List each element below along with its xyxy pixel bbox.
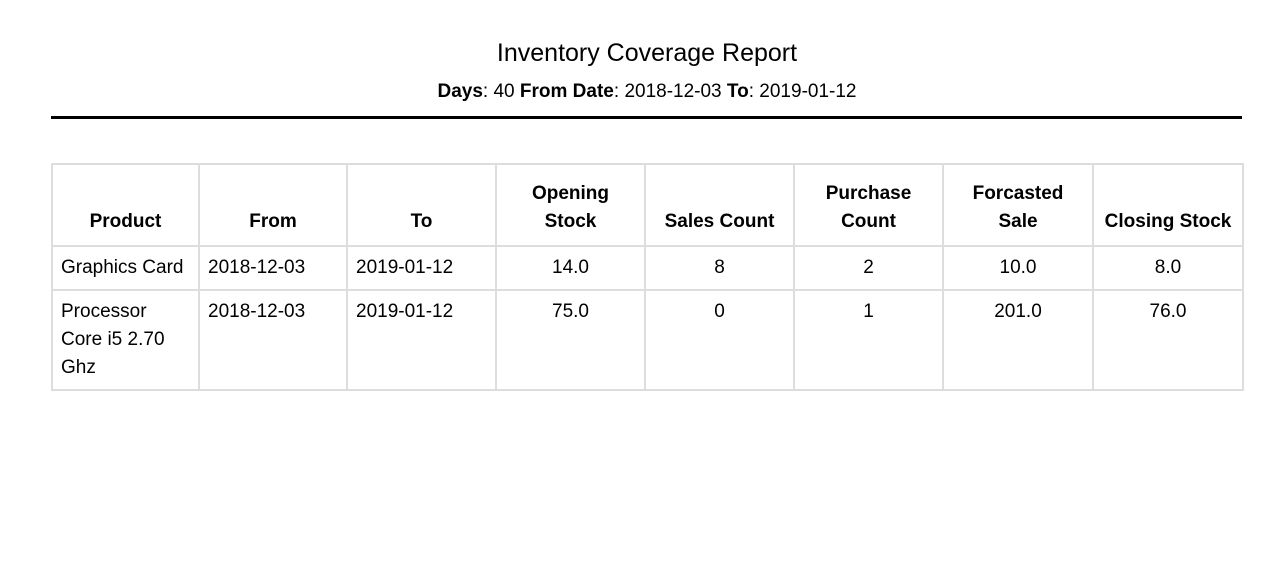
from-date-value: 2018-12-03 (624, 81, 722, 102)
column-header-from: From (198, 163, 348, 247)
cell-opening-stock: 75.0 (495, 289, 646, 391)
cell-from: 2018-12-03 (198, 245, 348, 291)
cell-closing-stock: 76.0 (1092, 289, 1244, 391)
table-row: Graphics Card 2018-12-03 2019-01-12 14.0… (51, 245, 1244, 291)
cell-from: 2018-12-03 (198, 289, 348, 391)
cell-forcasted-sale: 201.0 (942, 289, 1094, 391)
cell-purchase-count: 1 (793, 289, 944, 391)
table-row: Processor Core i5 2.70 Ghz 2018-12-03 20… (51, 289, 1244, 391)
cell-forcasted-sale: 10.0 (942, 245, 1094, 291)
cell-sales-count: 0 (644, 289, 795, 391)
days-value: 40 (493, 81, 515, 102)
report-title: Inventory Coverage Report (496, 39, 798, 67)
cell-to: 2019-01-12 (346, 289, 497, 391)
column-header-purchase-count: Purchase Count (793, 163, 944, 247)
column-header-product: Product (51, 163, 200, 247)
table-header-row: Product From To Opening Stock Sales Coun… (51, 163, 1244, 247)
cell-to: 2019-01-12 (346, 245, 497, 291)
from-date-label: From Date (519, 81, 614, 102)
cell-product: Processor Core i5 2.70 Ghz (51, 289, 200, 391)
column-header-to: To (346, 163, 497, 247)
cell-closing-stock: 8.0 (1092, 245, 1244, 291)
cell-product: Graphics Card (51, 245, 200, 291)
header-divider (51, 116, 1242, 119)
column-header-closing-stock: Closing Stock (1092, 163, 1244, 247)
report-subtitle: Days: 40 From Date: 2018-12-03 To: 2019-… (437, 81, 857, 102)
column-header-sales-count: Sales Count (644, 163, 795, 247)
to-date-label: To (726, 81, 749, 102)
to-date-value: 2019-01-12 (759, 81, 857, 102)
cell-purchase-count: 2 (793, 245, 944, 291)
cell-opening-stock: 14.0 (495, 245, 646, 291)
column-header-forcasted-sale: Forcasted Sale (942, 163, 1094, 247)
inventory-table: Product From To Opening Stock Sales Coun… (51, 163, 1244, 391)
column-header-opening-stock: Opening Stock (495, 163, 646, 247)
cell-sales-count: 8 (644, 245, 795, 291)
days-label: Days (437, 81, 483, 102)
